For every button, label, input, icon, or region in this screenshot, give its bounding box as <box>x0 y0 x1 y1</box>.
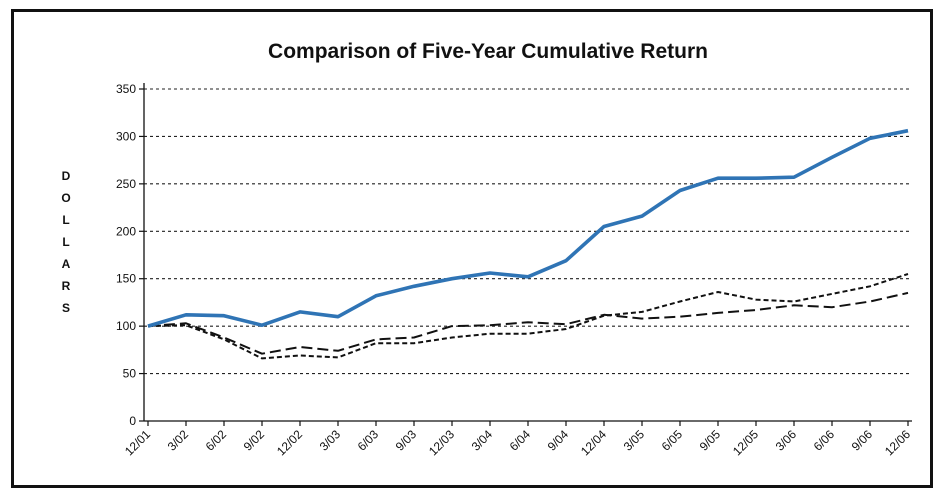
chart-title: Comparison of Five-Year Cumulative Retur… <box>268 40 708 63</box>
y-axis-label-letter: S <box>62 301 70 315</box>
x-tick-label: 12/06 <box>882 427 913 458</box>
x-tick-label: 3/02 <box>165 427 192 454</box>
x-tick-label: 12/03 <box>426 427 457 458</box>
y-tick-label: 100 <box>116 319 136 333</box>
x-tick-label: 3/03 <box>317 427 344 454</box>
y-tick-label: 150 <box>116 272 136 286</box>
series-line-3 <box>147 273 909 360</box>
y-axis-label-letter: L <box>62 235 69 249</box>
x-tick-label: 9/03 <box>393 427 420 454</box>
y-tick-label: 0 <box>129 414 136 428</box>
y-tick-label: 350 <box>116 82 136 96</box>
y-tick-labels: 0 50 100 150 200 250 300 350 <box>116 82 136 428</box>
y-tick-label: 250 <box>116 177 136 191</box>
line-chart: Comparison of Five-Year Cumulative Retur… <box>61 40 913 458</box>
x-tick-label: 6/02 <box>203 427 230 454</box>
x-tick-label: 9/02 <box>241 427 268 454</box>
y-axis-label-letter: R <box>62 279 71 293</box>
gridlines <box>144 88 912 375</box>
y-axis-label-letter: O <box>61 191 70 205</box>
series-line-1 <box>147 128 909 328</box>
series-line-2 <box>147 291 909 355</box>
x-tick-label: 12/01 <box>122 427 153 458</box>
x-tick-label: 9/04 <box>545 427 572 454</box>
y-tick-label: 50 <box>123 367 137 381</box>
x-tick-label: 3/06 <box>773 427 800 454</box>
y-axis-label-letter: D <box>62 169 71 183</box>
x-tick-label: 3/05 <box>621 427 648 454</box>
series-lines <box>147 128 909 360</box>
x-tick-labels: 12/01 3/02 6/02 9/02 12/02 3/03 6/03 9/03 12/03 3… <box>122 427 913 458</box>
y-axis-label-letter: L <box>62 213 69 227</box>
x-tick-label: 6/05 <box>659 427 686 454</box>
x-tick-label: 6/04 <box>507 427 534 454</box>
axes <box>139 83 912 426</box>
x-tick-label: 12/02 <box>274 427 305 458</box>
x-tick-label: 6/06 <box>811 427 838 454</box>
x-tick-label: 12/05 <box>730 427 761 458</box>
x-tick-label: 9/05 <box>697 427 724 454</box>
x-tick-label: 12/04 <box>578 427 609 458</box>
x-tick-label: 6/03 <box>355 427 382 454</box>
y-tick-label: 200 <box>116 224 136 238</box>
y-axis-label-letter: A <box>62 257 71 271</box>
y-tick-label: 300 <box>116 129 136 143</box>
x-tick-label: 3/04 <box>469 427 496 454</box>
chart-frame: Comparison of Five-Year Cumulative Retur… <box>11 9 933 488</box>
x-tick-label: 9/06 <box>849 427 876 454</box>
